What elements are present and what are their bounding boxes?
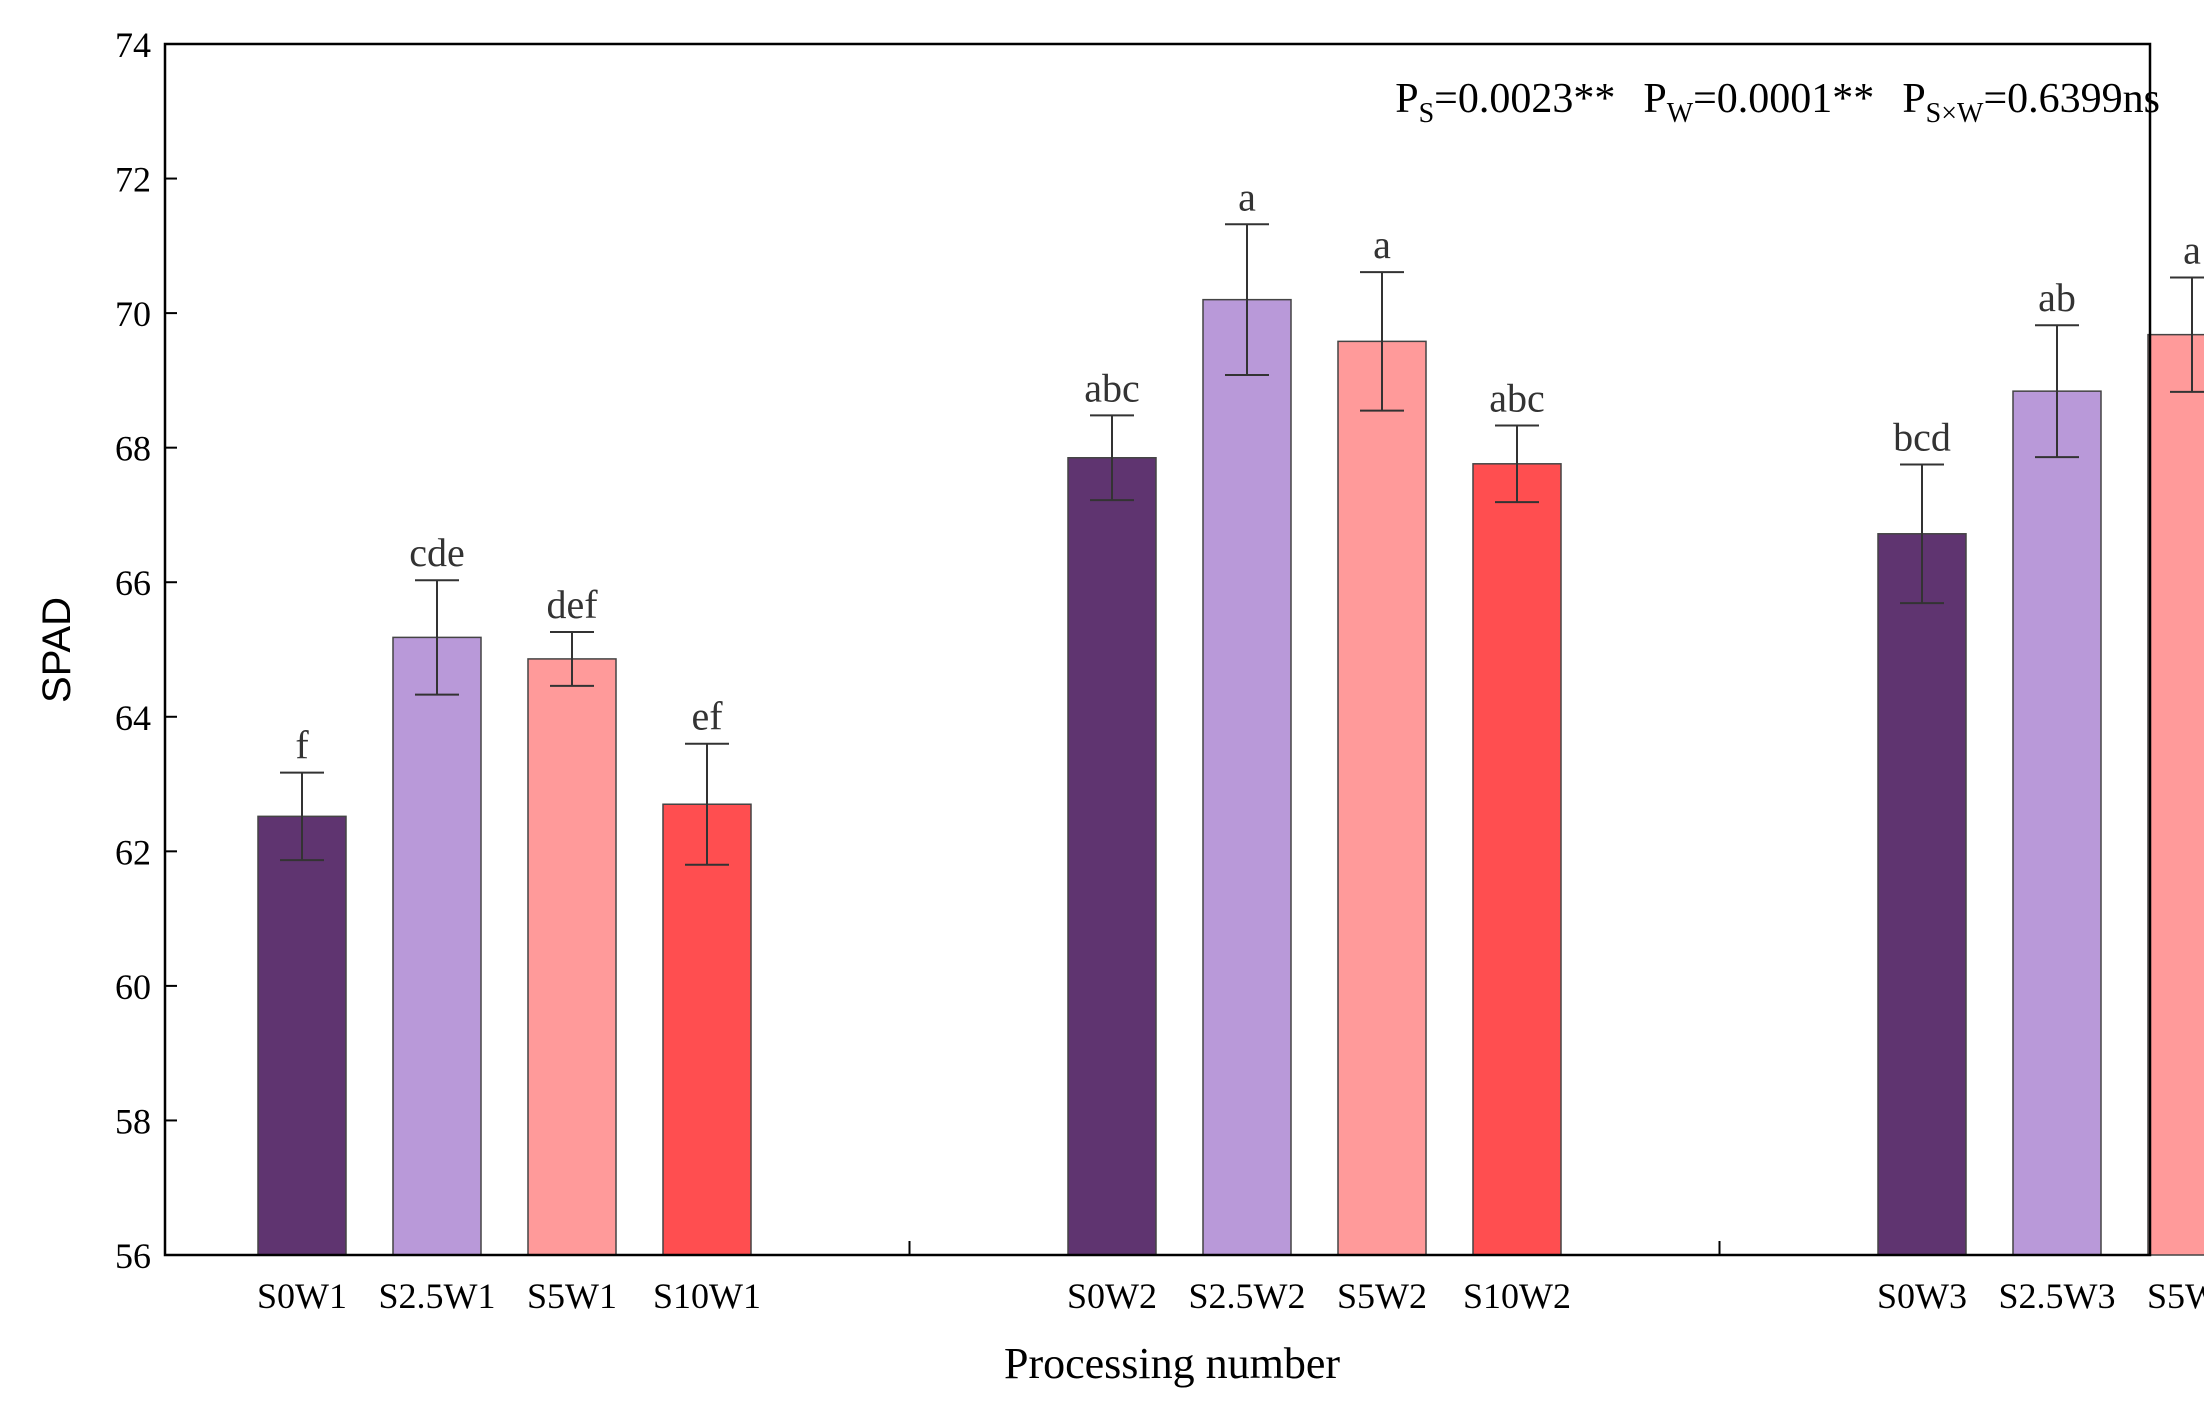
error-bars-layer <box>280 223 2204 866</box>
x-tick-label-S2.5W1: S2.5W1 <box>379 1276 496 1316</box>
bar-S10W1 <box>662 803 752 1256</box>
significance-letter-S10W1: ef <box>691 694 723 739</box>
psw-subscript: S×W <box>1926 98 1984 129</box>
ps-symbol: P <box>1395 76 1418 122</box>
bar-S2.5W3 <box>2012 390 2102 1256</box>
x-tick-label-S5W2: S5W2 <box>1337 1276 1427 1316</box>
y-tick-label: 62 <box>115 832 151 872</box>
pw-subscript: W <box>1667 98 1694 129</box>
y-tick-label: 74 <box>115 25 151 65</box>
y-tick-label: 60 <box>115 967 151 1007</box>
significance-letter-S0W2: abc <box>1084 365 1140 410</box>
significance-letter-S5W2: a <box>1373 222 1391 267</box>
x-axis: S0W1 S2.5W1 S5W1 S10W1 S0W2 S2.5W2 S5W2 S10W2 S0… <box>257 1241 2204 1316</box>
bar-S2.5W2 <box>1202 298 1292 1256</box>
x-tick-label-S0W3: S0W3 <box>1877 1276 1967 1316</box>
y-tick-label: 68 <box>115 429 151 469</box>
plot-area-frame <box>163 42 2152 1257</box>
x-tick-label-S2.5W2: S2.5W2 <box>1189 1276 1306 1316</box>
x-axis-title: Processing number <box>1004 1339 1340 1388</box>
significance-letter-S5W3: a <box>2183 227 2201 272</box>
significance-letter-S2.5W2: a <box>1238 174 1256 219</box>
psw-symbol: P <box>1902 76 1925 122</box>
bar-S0W1 <box>257 815 347 1256</box>
psw-value: =0.6399ns <box>1983 76 2160 122</box>
significance-letters-layer: fcdedefefabcaaabcbcdabaabcd <box>295 174 2201 768</box>
p-value-annotation: PS=0.0023** PW=0.0001** PS×W=0.6399ns <box>1395 76 2160 129</box>
ps-value: =0.0023** <box>1434 76 1615 122</box>
y-axis: 56 58 60 62 64 66 68 70 72 74 <box>115 25 177 1276</box>
bar-S5W2 <box>1337 340 1427 1256</box>
bar-S2.5W1 <box>392 636 482 1256</box>
pw-symbol: P <box>1643 76 1666 122</box>
significance-letter-S0W1: f <box>295 723 309 768</box>
x-tick-label-S5W3: S5W3 <box>2147 1276 2204 1316</box>
x-tick-label-S0W2: S0W2 <box>1067 1276 1157 1316</box>
bar-S5W3 <box>2147 333 2204 1256</box>
y-tick-label: 64 <box>115 698 151 738</box>
bar-S0W2 <box>1067 457 1157 1256</box>
pw-value: =0.0001** <box>1693 76 1874 122</box>
y-axis-title: SPAD <box>35 597 79 703</box>
bar-S0W3 <box>1877 533 1967 1256</box>
x-tick-label-S10W1: S10W1 <box>653 1276 761 1316</box>
x-tick-label-S5W1: S5W1 <box>527 1276 617 1316</box>
x-tick-label-S0W1: S0W1 <box>257 1276 347 1316</box>
significance-letter-S5W1: def <box>546 582 598 627</box>
significance-letter-S10W2: abc <box>1489 375 1545 420</box>
y-tick-label: 56 <box>115 1236 151 1276</box>
significance-letter-S2.5W3: ab <box>2038 275 2076 320</box>
y-tick-label: 58 <box>115 1101 151 1141</box>
significance-letter-S2.5W1: cde <box>409 530 465 575</box>
significance-letter-S0W3: bcd <box>1893 414 1951 459</box>
bar-S10W2 <box>1472 463 1562 1256</box>
x-tick-label-S10W2: S10W2 <box>1463 1276 1571 1316</box>
y-tick-label: 72 <box>115 160 151 200</box>
y-tick-label: 66 <box>115 563 151 603</box>
bar-S5W1 <box>527 658 617 1256</box>
bars-layer <box>257 298 2204 1256</box>
x-tick-label-S2.5W3: S2.5W3 <box>1999 1276 2116 1316</box>
y-tick-label: 70 <box>115 294 151 334</box>
ps-subscript: S <box>1419 98 1435 129</box>
